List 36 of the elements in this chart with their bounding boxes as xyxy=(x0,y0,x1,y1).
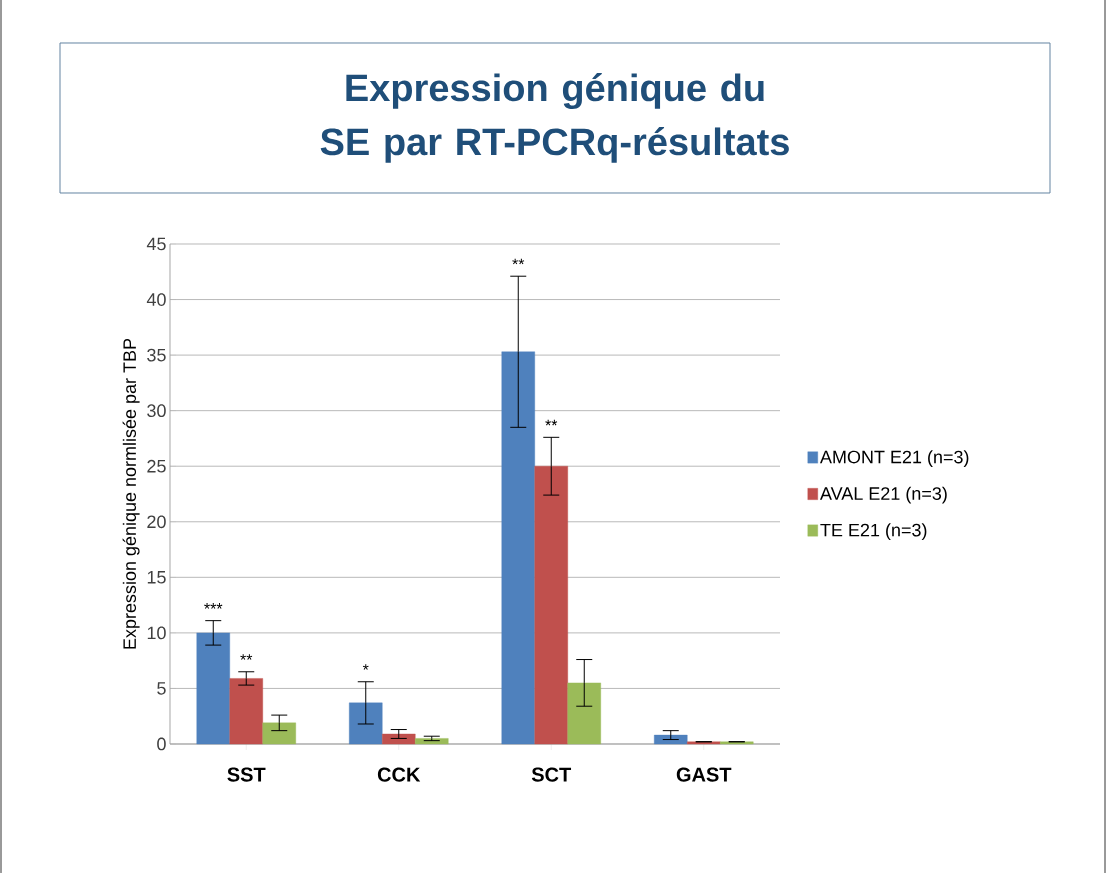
annotation: *** xyxy=(204,603,223,609)
bar xyxy=(720,741,754,745)
annotation: ** xyxy=(512,258,525,265)
legend-label: AMONT E21 (n=3) xyxy=(819,450,969,467)
bar xyxy=(415,738,449,745)
x-tick-label: SST xyxy=(227,767,266,782)
x-tick-label: GAST xyxy=(676,767,732,782)
annotation: ** xyxy=(240,654,253,660)
y-tick-label: 35 xyxy=(147,348,166,362)
bar xyxy=(567,682,601,745)
y-tick-label: 25 xyxy=(147,459,166,473)
y-axis-title: Expression génique normlisée par TBP xyxy=(122,338,140,649)
x-tick-label: CCK xyxy=(377,767,421,782)
y-tick-label: 15 xyxy=(147,571,166,584)
bar xyxy=(229,678,263,745)
y-tick-label: 45 xyxy=(146,237,166,251)
bar xyxy=(501,351,535,745)
bar xyxy=(654,734,688,745)
bar xyxy=(196,632,230,745)
y-tick-label: 5 xyxy=(157,682,166,695)
y-tick-label: 30 xyxy=(147,404,166,418)
y-tick-label: 10 xyxy=(147,626,166,640)
x-tick-label: SCT xyxy=(531,767,572,782)
bar xyxy=(534,466,568,745)
annotation: * xyxy=(362,664,369,670)
bar xyxy=(262,722,296,745)
y-tick-label: 20 xyxy=(147,515,166,529)
y-tick-label: 40 xyxy=(146,293,166,306)
chart-title: Expression génique du SE par RT-PCRq-résultats xyxy=(320,73,789,163)
y-tick-label: 0 xyxy=(157,737,166,751)
bar xyxy=(382,733,416,745)
legend-label: AVAL E21 (n=3) xyxy=(819,486,947,504)
bar xyxy=(349,702,383,745)
annotation: ** xyxy=(545,419,558,426)
bar xyxy=(687,741,721,745)
legend-label: TE E21 (n=3) xyxy=(820,523,927,541)
